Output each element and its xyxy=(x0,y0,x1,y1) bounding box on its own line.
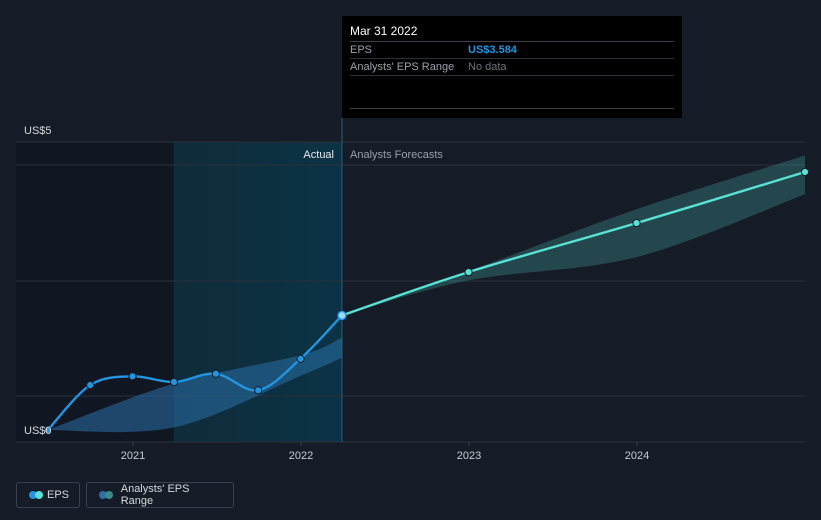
legend-range-label: Analysts' EPS Range xyxy=(120,483,190,507)
x-tick-label: 2023 xyxy=(457,450,481,462)
eps-point-actual xyxy=(128,372,137,381)
x-tick-label: 2024 xyxy=(625,450,649,462)
pre-actual-region xyxy=(16,142,174,442)
y-axis-top-label: US$5 xyxy=(24,125,52,137)
eps-range-band-actual xyxy=(47,337,342,433)
tooltip-range-value: No data xyxy=(468,61,507,73)
eps-line-forecast xyxy=(340,170,807,317)
actual-region-label: Actual xyxy=(303,149,334,161)
eps-point-actual xyxy=(43,425,52,435)
legend-dot xyxy=(99,491,107,499)
eps-point-actual xyxy=(337,310,347,321)
legend-dot xyxy=(29,491,37,499)
x-tick-label: 2021 xyxy=(121,450,145,462)
y-axis-bottom-label: US$0 xyxy=(24,425,52,437)
eps-point-actual xyxy=(86,381,95,390)
eps-legend-swatch-icon xyxy=(29,491,43,499)
eps-point-actual xyxy=(254,386,263,395)
eps-point-actual xyxy=(296,354,305,363)
eps-point-actual xyxy=(169,377,179,387)
legend-dot xyxy=(105,491,113,499)
tooltip-date: Mar 31 2022 xyxy=(350,22,674,42)
eps-point-forecast xyxy=(800,167,810,177)
tooltip-row-eps: EPS US$3.584 xyxy=(350,42,674,59)
tooltip-eps-label: EPS xyxy=(350,44,373,56)
tooltip-divider xyxy=(350,108,674,109)
x-tick-label: 2022 xyxy=(289,450,313,462)
legend-eps-button[interactable]: EPS xyxy=(16,482,80,508)
eps-point-forecast xyxy=(632,218,641,228)
legend-eps-label: EPS xyxy=(46,489,69,501)
eps-point-actual xyxy=(211,369,220,378)
legend-range-button[interactable]: Analysts' EPS Range xyxy=(86,482,234,508)
tooltip-eps-value: US$3.584 xyxy=(468,44,517,56)
eps-point-forecast xyxy=(464,268,473,277)
tooltip-range-label: Analysts' EPS Range xyxy=(350,61,455,73)
tooltip-row-range: Analysts' EPS Range No data xyxy=(350,59,674,76)
legend-dot xyxy=(35,491,43,499)
range-legend-swatch-icon xyxy=(99,491,113,499)
forecast-region-label: Analysts Forecasts xyxy=(350,149,443,161)
hover-tooltip: Mar 31 2022 EPS US$3.584 Analysts' EPS R… xyxy=(342,16,682,118)
